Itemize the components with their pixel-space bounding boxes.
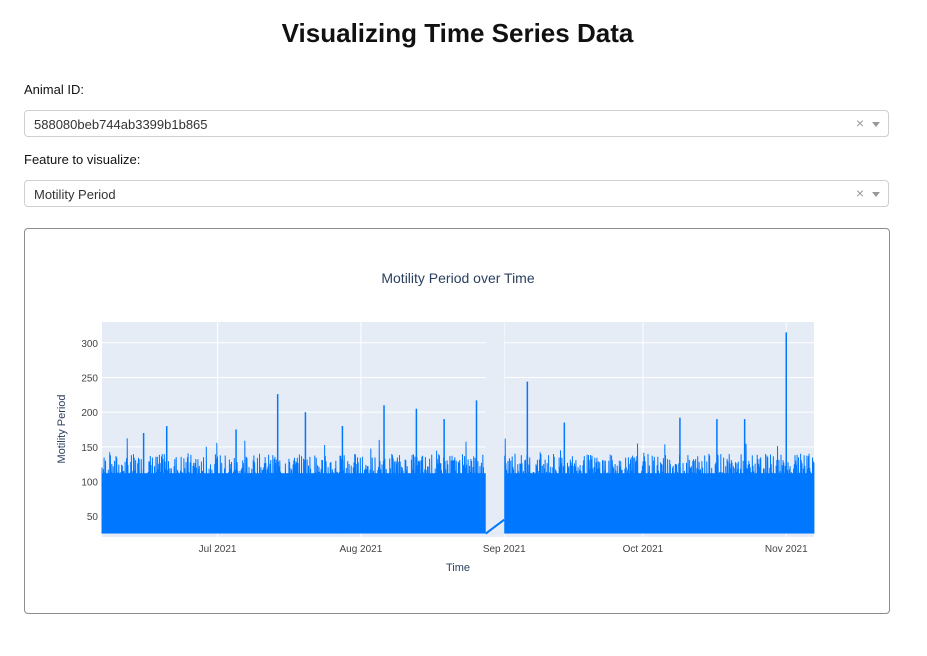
- feature-label: Feature to visualize:: [24, 152, 141, 167]
- series-band: [102, 473, 814, 534]
- animal-id-value: 588080beb744ab3399b1b865: [34, 117, 208, 132]
- y-tick-label: 150: [81, 443, 98, 454]
- y-axis-title: Motility Period: [56, 394, 68, 463]
- x-tick-label: Jul 2021: [199, 544, 237, 555]
- y-tick-label: 200: [81, 408, 98, 419]
- x-axis-title: Time: [446, 562, 470, 574]
- y-tick-label: 300: [81, 339, 98, 350]
- feature-value: Motility Period: [34, 187, 116, 202]
- clear-feature-icon[interactable]: ×: [855, 185, 864, 201]
- y-axis-ticks: 50 100 150 200 250 300: [81, 339, 98, 523]
- y-tick-label: 250: [81, 373, 98, 384]
- y-tick-label: 50: [87, 512, 99, 523]
- feature-dropdown[interactable]: Motility Period ×: [24, 180, 889, 207]
- caret-down-icon[interactable]: [872, 192, 880, 197]
- caret-down-icon[interactable]: [872, 122, 880, 127]
- time-series-chart[interactable]: Motility Period over Time 50 100 150 200 250…: [25, 229, 889, 613]
- x-tick-label: Oct 2021: [623, 544, 664, 555]
- page-title: Visualizing Time Series Data: [281, 18, 634, 48]
- series-gap-bridge: [485, 518, 505, 535]
- x-tick-label: Aug 2021: [339, 544, 382, 555]
- chart-container: Motility Period over Time 50 100 150 200 250…: [24, 228, 890, 614]
- series-gap: [485, 322, 505, 534]
- animal-id-dropdown[interactable]: 588080beb744ab3399b1b865 ×: [24, 110, 889, 137]
- x-tick-label: Nov 2021: [765, 544, 808, 555]
- chart-title: Motility Period over Time: [381, 270, 534, 286]
- series-motility-period: [101, 322, 815, 535]
- x-axis-ticks: Jul 2021 Aug 2021 Sep 2021 Oct 2021 Nov 2021: [199, 544, 808, 555]
- y-tick-label: 100: [81, 478, 98, 489]
- x-tick-label: Sep 2021: [483, 544, 526, 555]
- clear-animal-icon[interactable]: ×: [855, 115, 864, 131]
- animal-id-label: Animal ID:: [24, 82, 84, 97]
